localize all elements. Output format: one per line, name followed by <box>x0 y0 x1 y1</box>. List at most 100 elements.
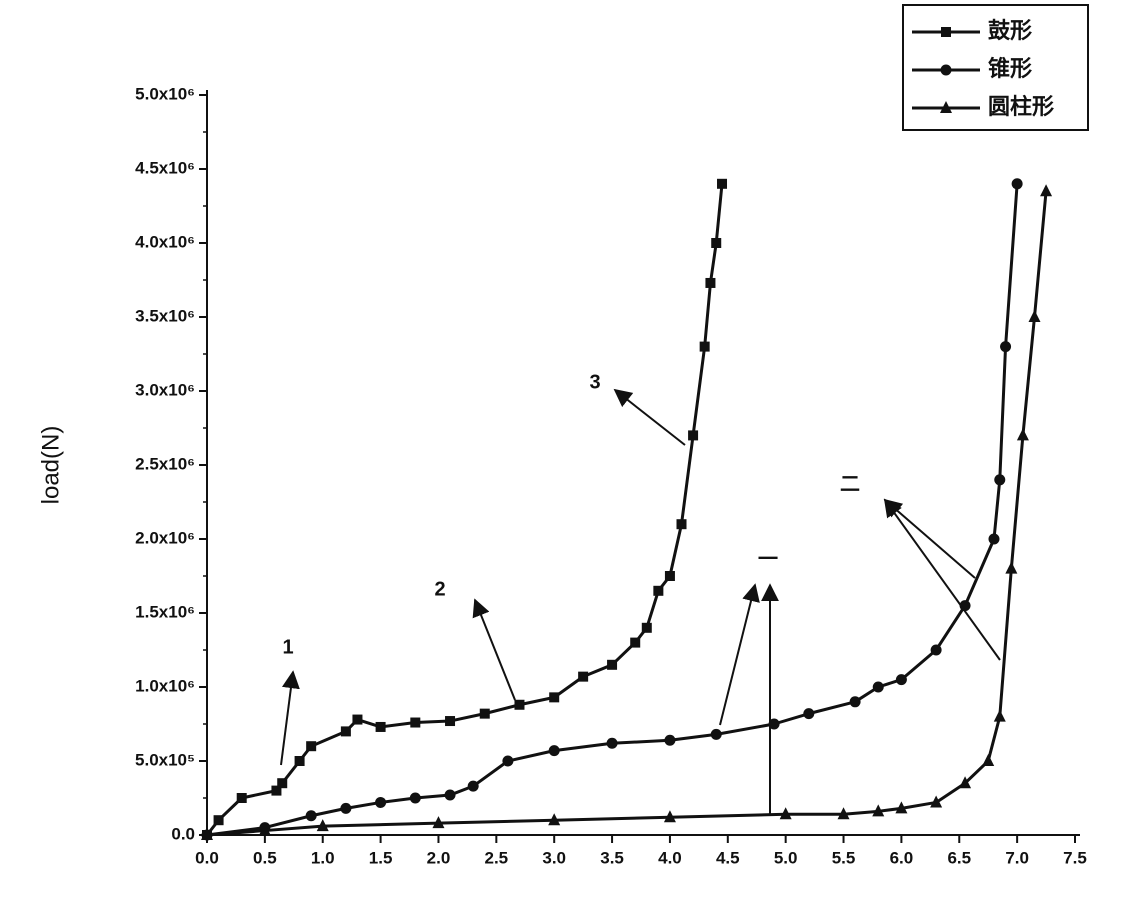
y-tick-label: 1.5x10⁶ <box>135 602 195 621</box>
x-tick-label: 0.0 <box>195 848 219 867</box>
marker-circle <box>305 810 317 822</box>
annotation: 1 <box>282 636 293 658</box>
marker-square <box>641 622 652 633</box>
y-tick-label: 1.0x10⁶ <box>135 676 195 695</box>
marker-triangle <box>872 804 885 817</box>
marker-square <box>607 659 618 670</box>
annotation: 2 <box>434 578 445 600</box>
marker-circle <box>444 789 456 801</box>
marker-circle <box>664 734 676 746</box>
marker-square <box>705 277 716 288</box>
x-tick-label: 1.0 <box>311 848 335 867</box>
x-tick-label: 5.0 <box>774 848 798 867</box>
marker-circle <box>548 745 560 757</box>
marker-square <box>271 785 282 796</box>
marker-square <box>578 671 589 682</box>
marker-triangle <box>1040 184 1053 197</box>
legend-label: 圆柱形 <box>988 94 1054 119</box>
marker-square <box>653 585 664 596</box>
marker-circle <box>467 780 479 792</box>
x-tick-label: 7.5 <box>1063 848 1087 867</box>
x-tick-label: 6.0 <box>890 848 914 867</box>
marker-circle <box>768 718 780 730</box>
marker-circle <box>930 644 942 656</box>
marker-circle <box>710 728 722 740</box>
marker-triangle <box>993 709 1006 722</box>
marker-triangle <box>895 801 908 814</box>
marker-triangle <box>779 807 792 820</box>
marker-square <box>688 430 699 441</box>
y-tick-label: 4.0x10⁶ <box>135 232 195 251</box>
x-tick-label: 4.5 <box>716 848 740 867</box>
marker-triangle <box>258 823 271 836</box>
annotation-arrow <box>719 583 760 726</box>
y-tick-label: 2.0x10⁶ <box>135 528 195 547</box>
annotation-arrow <box>883 498 976 579</box>
x-tick-label: 3.0 <box>542 848 566 867</box>
marker-triangle <box>930 795 943 808</box>
y-tick-label: 3.5x10⁶ <box>135 306 195 325</box>
marker-circle <box>502 755 514 767</box>
legend-label: 鼓形 <box>988 18 1032 43</box>
marker-circle <box>375 796 387 808</box>
marker-square <box>699 341 710 352</box>
marker-circle <box>1011 178 1023 190</box>
x-tick-label: 7.0 <box>1005 848 1029 867</box>
annotation-arrow <box>280 670 300 766</box>
marker-triangle <box>432 816 445 829</box>
x-tick-label: 2.5 <box>485 848 509 867</box>
marker-circle <box>940 64 952 76</box>
marker-square <box>213 815 224 826</box>
marker-square <box>375 721 386 732</box>
marker-triangle <box>959 776 972 789</box>
series-line <box>206 183 1019 837</box>
marker-square <box>676 519 687 530</box>
marker-triangle <box>837 807 850 820</box>
marker-square <box>717 178 728 189</box>
annotation-arrow <box>613 388 686 446</box>
y-tick-label: 5.0x10⁵ <box>135 750 195 769</box>
annotation-arrow <box>883 498 1001 661</box>
marker-triangle <box>1028 310 1041 322</box>
marker-circle <box>409 792 421 804</box>
annotation: 3 <box>589 371 600 393</box>
marker-triangle <box>940 101 952 113</box>
y-tick-label: 5.0x10⁶ <box>135 84 195 103</box>
y-axis-title: load(N) <box>37 426 64 505</box>
x-tick-label: 4.0 <box>658 848 682 867</box>
y-tick-label: 2.5x10⁶ <box>135 454 195 473</box>
marker-square <box>711 238 722 248</box>
marker-square <box>549 692 560 703</box>
x-tick-label: 0.5 <box>253 848 277 867</box>
marker-circle <box>606 737 618 749</box>
x-tick-label: 5.5 <box>832 848 856 867</box>
legend-label: 锥形 <box>988 56 1032 81</box>
marker-triangle <box>548 813 561 826</box>
x-tick-label: 1.5 <box>369 848 393 867</box>
marker-square <box>514 699 525 710</box>
y-tick-label: 0.0 <box>171 824 195 843</box>
marker-triangle <box>1005 561 1018 574</box>
marker-circle <box>849 696 861 708</box>
marker-square <box>294 756 305 766</box>
marker-circle <box>1000 341 1012 353</box>
marker-square <box>352 714 363 725</box>
marker-square <box>664 571 675 581</box>
marker-triangle <box>982 754 995 766</box>
y-tick-label: 3.0x10⁶ <box>135 380 195 399</box>
y-tick-label: 4.5x10⁶ <box>135 158 195 177</box>
marker-circle <box>895 674 907 686</box>
annotation: 一 <box>758 548 778 570</box>
marker-square <box>445 716 456 727</box>
marker-circle <box>994 474 1006 486</box>
annotation-arrow <box>472 598 516 701</box>
x-tick-label: 6.5 <box>947 848 971 867</box>
marker-triangle <box>663 810 676 823</box>
x-tick-label: 2.0 <box>427 848 451 867</box>
marker-circle <box>803 708 815 720</box>
series-line <box>206 191 1048 837</box>
marker-triangle <box>316 819 329 832</box>
marker-square <box>410 717 421 728</box>
marker-square <box>340 726 351 737</box>
